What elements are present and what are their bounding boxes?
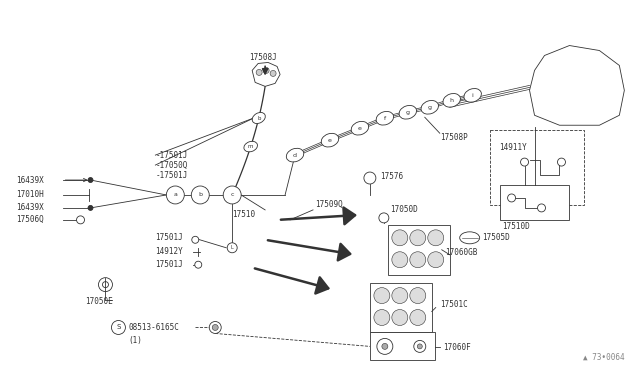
Circle shape — [192, 236, 199, 243]
Circle shape — [417, 344, 422, 349]
Circle shape — [212, 324, 218, 330]
Circle shape — [379, 213, 389, 223]
Ellipse shape — [460, 232, 479, 244]
Circle shape — [508, 194, 516, 202]
Text: 17510: 17510 — [232, 211, 255, 219]
Text: g: g — [428, 105, 432, 110]
Circle shape — [223, 186, 241, 204]
Text: 17060GB: 17060GB — [445, 248, 477, 257]
Ellipse shape — [244, 141, 257, 152]
Text: ▲ 73•0064: ▲ 73•0064 — [582, 352, 625, 361]
Text: -17501J: -17501J — [156, 170, 188, 180]
Circle shape — [88, 177, 93, 183]
Circle shape — [428, 252, 444, 268]
Text: 17506Q: 17506Q — [15, 215, 44, 224]
Circle shape — [538, 204, 545, 212]
Circle shape — [428, 230, 444, 246]
FancyBboxPatch shape — [388, 225, 450, 275]
Text: b: b — [198, 192, 202, 198]
Circle shape — [382, 343, 388, 349]
Ellipse shape — [443, 93, 460, 107]
Text: 17010H: 17010H — [15, 190, 44, 199]
Text: g: g — [406, 110, 410, 115]
Circle shape — [520, 158, 529, 166]
Text: 17501J: 17501J — [156, 233, 183, 242]
Ellipse shape — [464, 89, 481, 102]
Text: 17508P: 17508P — [440, 133, 467, 142]
Text: 17505D: 17505D — [482, 233, 509, 242]
Circle shape — [392, 310, 408, 326]
Circle shape — [209, 321, 221, 333]
Ellipse shape — [351, 121, 369, 135]
Circle shape — [102, 282, 108, 288]
Text: 17508J: 17508J — [249, 53, 277, 62]
Circle shape — [557, 158, 566, 166]
Text: b: b — [257, 116, 260, 121]
Text: 17050D: 17050D — [390, 205, 417, 214]
Text: L: L — [231, 245, 234, 250]
Text: d: d — [293, 153, 297, 158]
Circle shape — [392, 230, 408, 246]
Text: 08513-6165C: 08513-6165C — [129, 323, 179, 332]
Ellipse shape — [376, 112, 394, 125]
Circle shape — [270, 70, 276, 76]
Ellipse shape — [252, 112, 266, 124]
Circle shape — [227, 243, 237, 253]
Text: i: i — [472, 93, 474, 98]
Circle shape — [410, 288, 426, 304]
Ellipse shape — [421, 100, 438, 114]
Text: 14911Y: 14911Y — [500, 142, 527, 152]
Circle shape — [256, 70, 262, 76]
Text: 17576: 17576 — [380, 171, 403, 180]
Text: e: e — [358, 126, 362, 131]
Circle shape — [263, 67, 269, 73]
Circle shape — [392, 288, 408, 304]
Text: 17501C: 17501C — [440, 300, 467, 309]
Text: (1): (1) — [129, 336, 142, 345]
Circle shape — [377, 339, 393, 355]
Ellipse shape — [286, 148, 304, 162]
Circle shape — [374, 310, 390, 326]
Text: 17510D: 17510D — [502, 222, 531, 231]
Text: 14912Y: 14912Y — [156, 247, 183, 256]
Circle shape — [88, 205, 93, 211]
Circle shape — [166, 186, 184, 204]
Circle shape — [410, 310, 426, 326]
Ellipse shape — [321, 133, 339, 147]
Text: h: h — [450, 98, 454, 103]
FancyBboxPatch shape — [500, 185, 570, 220]
Circle shape — [111, 321, 125, 334]
Text: -17501J: -17501J — [156, 151, 188, 160]
Text: 17050E: 17050E — [86, 297, 113, 306]
Text: 17060F: 17060F — [443, 343, 470, 352]
Ellipse shape — [399, 106, 417, 119]
Text: 16439X: 16439X — [15, 203, 44, 212]
Circle shape — [414, 340, 426, 352]
FancyBboxPatch shape — [370, 333, 435, 360]
Text: m: m — [248, 144, 253, 149]
Text: 16439X: 16439X — [15, 176, 44, 185]
Circle shape — [410, 252, 426, 268]
Circle shape — [191, 186, 209, 204]
Circle shape — [195, 261, 202, 268]
Circle shape — [374, 288, 390, 304]
Text: c: c — [230, 192, 234, 198]
Circle shape — [364, 172, 376, 184]
Text: f: f — [384, 116, 386, 121]
Polygon shape — [529, 45, 625, 125]
Text: -17050Q: -17050Q — [156, 161, 188, 170]
FancyBboxPatch shape — [370, 283, 432, 333]
Circle shape — [410, 230, 426, 246]
Circle shape — [77, 216, 84, 224]
Text: S: S — [116, 324, 120, 330]
Polygon shape — [252, 62, 280, 86]
Text: a: a — [173, 192, 177, 198]
Circle shape — [99, 278, 113, 292]
Circle shape — [392, 252, 408, 268]
Text: 17501J: 17501J — [156, 260, 183, 269]
Text: 17509Q: 17509Q — [315, 201, 343, 209]
Text: e: e — [328, 138, 332, 143]
